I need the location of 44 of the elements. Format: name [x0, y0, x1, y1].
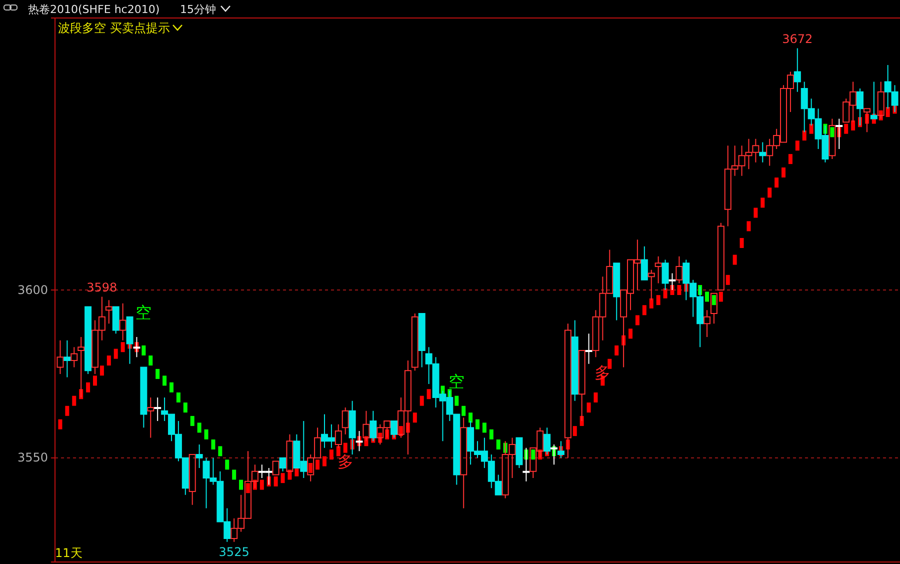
annotation: 11天 — [55, 546, 82, 560]
candlestick — [418, 313, 426, 368]
candlestick — [516, 437, 523, 468]
candlestick — [56, 340, 64, 374]
candlestick — [279, 457, 286, 472]
candlestick — [717, 222, 724, 290]
chart-subtitle: 15分钟 — [180, 3, 216, 16]
candlestick — [460, 417, 468, 509]
annotation: 空 — [136, 303, 152, 322]
candlestick — [64, 340, 71, 378]
annotation: 多 — [337, 452, 354, 471]
candlestick — [704, 310, 711, 338]
annotation: 3525 — [218, 544, 250, 559]
candlestick — [585, 333, 592, 364]
annotation: 波段多空 买卖点提示 — [58, 21, 170, 35]
candlestick — [342, 407, 349, 435]
candlestick — [856, 88, 864, 126]
candlestick — [147, 396, 154, 438]
annotation: 多 — [594, 363, 611, 382]
candlestick — [794, 48, 801, 92]
candlestick — [154, 396, 162, 422]
candlestick — [188, 454, 196, 506]
candlestick — [411, 313, 418, 372]
candlestick — [640, 246, 648, 280]
chart-title: 热卷2010(SHFE hc2010) — [28, 3, 160, 16]
y-tick-label: 3550 — [17, 450, 48, 465]
candlestick — [196, 444, 203, 468]
candlestick — [70, 346, 78, 368]
candlestick — [676, 256, 683, 284]
candlestick — [78, 336, 85, 398]
annotation: 空 — [448, 372, 465, 391]
candlestick — [105, 300, 112, 324]
annotation: 3672 — [782, 32, 813, 46]
y-tick-label: 3600 — [17, 282, 48, 297]
candlestick — [112, 306, 120, 334]
candlestick — [272, 460, 280, 476]
candlestick — [84, 306, 92, 374]
candlestick — [571, 320, 578, 402]
candlestick — [119, 302, 126, 341]
candlestick — [613, 262, 620, 321]
candlestick — [654, 256, 662, 284]
candlestick — [140, 366, 148, 428]
candlestick — [759, 142, 766, 163]
annotation: 3598 — [86, 280, 118, 295]
